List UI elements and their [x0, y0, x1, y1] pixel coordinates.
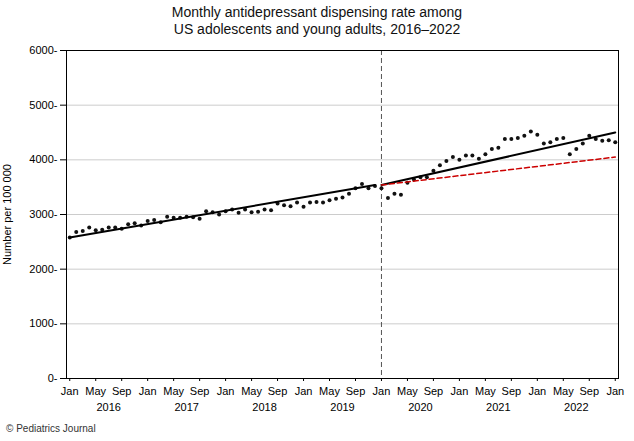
- svg-text:Sep: Sep: [579, 385, 599, 397]
- svg-text:3000-: 3000-: [29, 208, 57, 220]
- svg-text:May: May: [553, 385, 574, 397]
- svg-text:4000-: 4000-: [29, 153, 57, 165]
- svg-text:2016: 2016: [96, 401, 120, 413]
- svg-text:May: May: [85, 385, 106, 397]
- svg-text:2020: 2020: [408, 401, 432, 413]
- svg-text:Sep: Sep: [502, 385, 522, 397]
- html-text:© Pediatrics Journal: © Pediatrics Journal: [6, 423, 96, 434]
- svg-text:2017: 2017: [174, 401, 198, 413]
- svg-text:May: May: [319, 385, 340, 397]
- svg-text:0-: 0-: [48, 372, 58, 384]
- svg-text:May: May: [241, 385, 262, 397]
- svg-text:Sep: Sep: [424, 385, 444, 397]
- html-text:Monthly antidepressant dispens: Monthly antidepressant dispensing rate a…: [171, 4, 463, 37]
- svg-text:Jan: Jan: [217, 385, 235, 397]
- svg-text:Sep: Sep: [346, 385, 366, 397]
- svg-text:6000-: 6000-: [29, 44, 57, 56]
- svg-text:2018: 2018: [252, 401, 276, 413]
- svg-text:Jan: Jan: [528, 385, 546, 397]
- svg-text:2021: 2021: [486, 401, 510, 413]
- svg-text:Sep: Sep: [112, 385, 132, 397]
- svg-text:Jan: Jan: [451, 385, 469, 397]
- svg-text:2019: 2019: [330, 401, 354, 413]
- svg-text:Jan: Jan: [61, 385, 79, 397]
- svg-text:May: May: [397, 385, 418, 397]
- svg-text:Jan: Jan: [373, 385, 391, 397]
- svg-text:5000-: 5000-: [29, 99, 57, 111]
- svg-text:Number per 100 000: Number per 100 000: [1, 164, 13, 265]
- svg-text:Jan: Jan: [295, 385, 313, 397]
- svg-text:Sep: Sep: [190, 385, 210, 397]
- svg-text:May: May: [163, 385, 184, 397]
- svg-text:2000-: 2000-: [29, 263, 57, 275]
- svg-text:Jan: Jan: [606, 385, 624, 397]
- svg-text:2022: 2022: [564, 401, 588, 413]
- svg-text:1000-: 1000-: [29, 317, 57, 329]
- svg-text:May: May: [475, 385, 496, 397]
- svg-text:Sep: Sep: [268, 385, 288, 397]
- svg-text:Jan: Jan: [139, 385, 157, 397]
